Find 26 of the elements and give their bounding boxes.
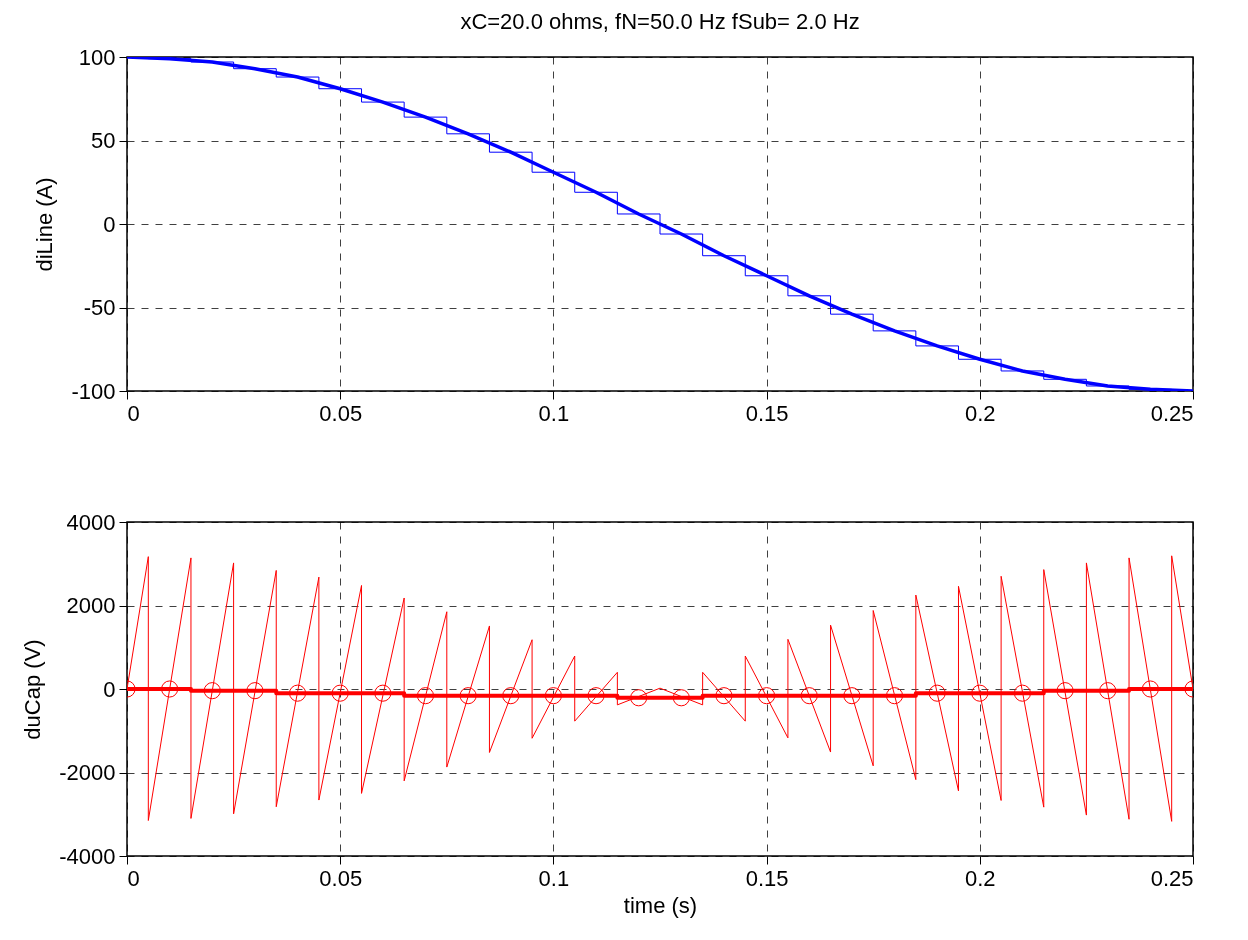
y-tick-label: -2000 (59, 760, 116, 785)
x-tick-label: 0.1 (538, 865, 570, 891)
y-tick-label: 0 (103, 211, 116, 237)
x-tick-label: 0.25 (1150, 400, 1194, 426)
x-tick-label: 0.1 (538, 400, 570, 426)
x-tick-label: 0.2 (965, 400, 996, 426)
y-tick-label: -4000 (59, 843, 116, 869)
x-tick-label: 0.05 (319, 865, 363, 891)
y-axis-title: diLine (A) (32, 177, 58, 272)
x-tick-label: 0.15 (745, 400, 789, 426)
y-tick-label: 2000 (66, 593, 116, 618)
y-tick-label: 4000 (66, 509, 116, 535)
x-tick-label: 0.15 (745, 865, 789, 891)
y-tick-label: 0 (103, 676, 116, 702)
x-tick-label: 0.05 (319, 400, 363, 426)
chart-title: xC=20.0 ohms, fN=50.0 Hz fSub= 2.0 Hz (460, 9, 860, 34)
y-tick-label: 100 (78, 44, 116, 70)
y-tick-label: 50 (91, 128, 116, 153)
y-axis-title: duCap (V) (20, 639, 46, 740)
x-tick-label: 0 (127, 865, 140, 891)
x-axis-title: time (s) (623, 892, 698, 918)
x-tick-label: 0.2 (965, 865, 996, 891)
x-tick-label: 0 (127, 400, 140, 426)
y-tick-label: -50 (83, 295, 116, 320)
x-tick-label: 0.25 (1150, 865, 1194, 891)
y-tick-label: -100 (71, 378, 116, 404)
